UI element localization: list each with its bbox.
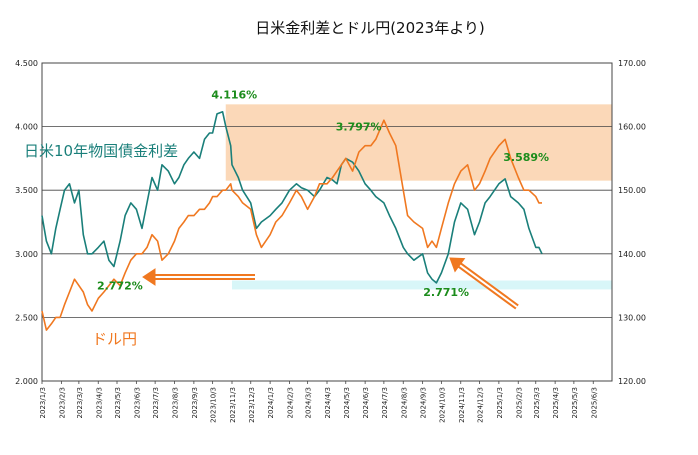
x-tick-label: 2024/10/3 bbox=[438, 387, 446, 423]
x-tick-label: 2023/2/3 bbox=[58, 387, 66, 418]
x-tick-label: 2025/6/3 bbox=[590, 387, 598, 418]
x-tick-label: 2023/4/3 bbox=[95, 387, 103, 418]
left-tick-label: 2.500 bbox=[15, 313, 38, 322]
x-tick-label: 2024/12/3 bbox=[477, 387, 485, 423]
annotation-label: 4.116% bbox=[211, 89, 257, 102]
x-tick-label: 2024/2/3 bbox=[287, 387, 295, 418]
x-tick-label: 2025/2/3 bbox=[515, 387, 523, 418]
x-tick-label: 2023/11/3 bbox=[229, 387, 237, 423]
x-tick-label: 2024/6/3 bbox=[362, 387, 370, 418]
x-tick-label: 2025/5/3 bbox=[571, 387, 579, 418]
left-tick-label: 4.000 bbox=[15, 123, 38, 132]
right-tick-label: 120.00 bbox=[618, 377, 646, 386]
right-tick-label: 160.00 bbox=[618, 123, 646, 132]
x-tick-label: 2024/7/3 bbox=[381, 387, 389, 418]
x-tick-label: 2024/8/3 bbox=[400, 387, 408, 418]
x-tick-label: 2023/1/3 bbox=[39, 387, 47, 418]
x-tick-label: 2024/9/3 bbox=[420, 387, 428, 418]
left-arrow bbox=[142, 268, 255, 286]
x-tick-label: 2025/1/3 bbox=[496, 387, 504, 418]
x-tick-label: 2023/6/3 bbox=[133, 387, 141, 418]
x-tick-label: 2024/11/3 bbox=[458, 387, 466, 423]
x-tick-label: 2023/10/3 bbox=[210, 387, 218, 423]
right-tick-label: 150.00 bbox=[618, 186, 646, 195]
usdjpy-line bbox=[41, 119, 542, 331]
upper-highlight-band bbox=[225, 104, 612, 181]
x-tick-label: 2023/5/3 bbox=[114, 387, 122, 418]
x-tick-label: 2025/3/3 bbox=[533, 387, 541, 418]
axes: 2.000 2.500 3.000 3.500 4.000 4.500 120.00 130.… bbox=[15, 59, 646, 423]
right-tick-label: 170.00 bbox=[618, 59, 646, 68]
left-tick-label: 4.500 bbox=[15, 59, 38, 68]
diagonal-arrow bbox=[449, 257, 519, 310]
x-tick-label: 2023/9/3 bbox=[191, 387, 199, 418]
x-tick-label: 2024/3/3 bbox=[305, 387, 313, 418]
chart-title: 日米金利差とドル円(2023年より) bbox=[255, 19, 485, 37]
x-tick-label: 2023/7/3 bbox=[152, 387, 160, 418]
labels: 4.116% 3.797% 3.589% 2.771% 2.772% 日米10年物国債金利… bbox=[24, 89, 549, 348]
x-tick-label: 2023/3/3 bbox=[76, 387, 84, 418]
left-tick-label: 3.500 bbox=[15, 186, 38, 195]
left-tick-label: 2.000 bbox=[15, 377, 38, 386]
series-lines bbox=[41, 111, 543, 331]
arrows bbox=[142, 257, 519, 310]
x-tick-label: 2024/1/3 bbox=[267, 387, 275, 418]
usdjpy-series-label: ドル円 bbox=[92, 330, 137, 348]
highlight-bands bbox=[225, 104, 612, 290]
left-tick-label: 3.000 bbox=[15, 250, 38, 259]
right-tick-label: 130.00 bbox=[618, 313, 646, 322]
annotation-label: 2.771% bbox=[423, 286, 469, 299]
rate-spread-series-label: 日米10年物国債金利差 bbox=[24, 142, 178, 160]
annotation-label: 3.797% bbox=[336, 120, 382, 133]
x-tick-label: 2024/5/3 bbox=[343, 387, 351, 418]
annotation-label: 3.589% bbox=[503, 151, 549, 164]
x-tick-label: 2025/4/3 bbox=[552, 387, 560, 418]
x-tick-label: 2023/8/3 bbox=[172, 387, 180, 418]
right-tick-label: 140.00 bbox=[618, 250, 646, 259]
x-tick-label: 2023/12/3 bbox=[248, 387, 256, 423]
x-tick-label: 2024/4/3 bbox=[324, 387, 332, 418]
rate-spread-line bbox=[41, 111, 543, 284]
lower-highlight-band bbox=[232, 280, 612, 290]
annotation-label: 2.772% bbox=[97, 279, 143, 292]
